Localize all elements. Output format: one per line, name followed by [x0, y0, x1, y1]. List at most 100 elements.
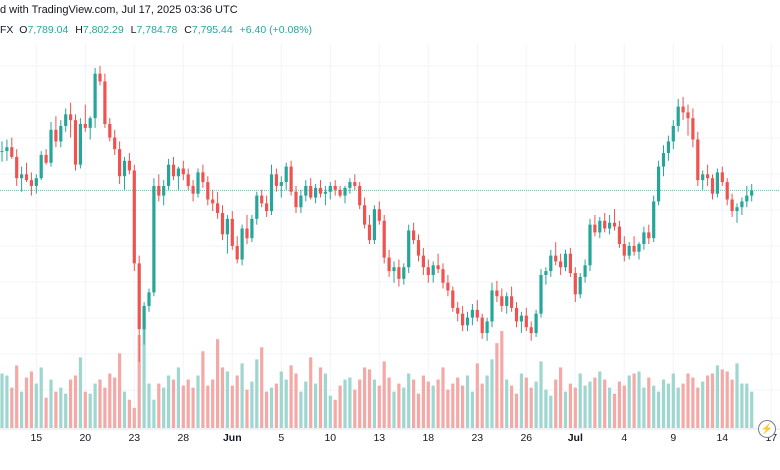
volume-bar	[338, 385, 342, 428]
volume-bar	[49, 379, 53, 428]
candle	[333, 180, 337, 196]
candle	[475, 300, 479, 322]
candles	[0, 65, 754, 363]
candle	[632, 236, 636, 256]
candle-body	[485, 321, 489, 334]
volume-bar	[44, 397, 48, 428]
volume-bar	[152, 399, 156, 428]
candle-body	[686, 112, 690, 119]
volume-bar	[470, 391, 474, 428]
candle	[318, 180, 323, 198]
volume-bar	[250, 381, 254, 428]
candle	[671, 120, 675, 150]
candle-body	[73, 120, 78, 165]
candle	[681, 96, 685, 121]
candle	[397, 259, 401, 287]
volume-bar	[186, 379, 190, 428]
candle-body	[593, 224, 597, 233]
volume-bar	[745, 383, 749, 428]
volume-bar	[73, 375, 78, 428]
volume-bar	[289, 365, 293, 428]
volume-bar	[524, 377, 528, 428]
candle-body	[225, 218, 229, 235]
x-tick-label: 26	[520, 432, 532, 444]
volume-bar	[475, 363, 479, 428]
volume-bar	[642, 387, 646, 428]
candle	[382, 214, 386, 264]
volume-bar	[706, 375, 710, 428]
volume-bar	[304, 381, 308, 428]
candle-body	[740, 201, 744, 208]
candle	[147, 288, 151, 312]
candle	[216, 191, 220, 219]
candle	[402, 263, 406, 285]
candle	[122, 156, 127, 190]
volume-bar	[446, 389, 450, 428]
volume-bar	[39, 367, 43, 428]
candle-body	[64, 114, 68, 126]
candle-body	[524, 315, 528, 328]
candle-body	[15, 156, 19, 179]
volume-bar	[15, 365, 19, 428]
volume-bar	[397, 383, 401, 428]
candle	[559, 253, 563, 275]
candle	[603, 213, 607, 233]
volume-bar	[235, 375, 239, 428]
candle	[201, 164, 205, 188]
candle-body	[490, 290, 494, 322]
volume-bar	[588, 381, 592, 428]
candle	[367, 214, 372, 245]
candle	[510, 286, 514, 312]
candle-body	[657, 166, 661, 202]
candle-body	[627, 245, 631, 256]
candle-body	[255, 195, 259, 219]
candle-body	[265, 203, 269, 212]
volume-bar	[137, 335, 141, 428]
candle-body	[461, 313, 465, 326]
volume-bar	[519, 373, 523, 428]
candle	[314, 183, 318, 204]
x-tick-label: 20	[79, 432, 91, 444]
candle-body	[661, 153, 666, 167]
candle	[588, 218, 592, 272]
candle-body	[436, 265, 440, 270]
candle-body	[696, 139, 700, 181]
candle-body	[441, 269, 445, 283]
candle	[544, 267, 548, 285]
candle	[446, 274, 450, 297]
candle-body	[451, 290, 455, 308]
volume-bar	[701, 381, 705, 428]
volume-bar	[127, 399, 131, 428]
candle-body	[652, 201, 656, 239]
candle	[64, 108, 68, 132]
candle	[108, 118, 112, 142]
candle-body	[34, 178, 38, 186]
candle	[661, 145, 666, 177]
candle	[294, 185, 298, 214]
volume-bar	[255, 359, 259, 428]
candle-body	[142, 305, 146, 330]
candle	[745, 185, 749, 208]
candle-body	[367, 224, 372, 241]
candle-body	[20, 174, 24, 179]
candle	[5, 139, 9, 161]
grid	[0, 44, 780, 429]
candle-body	[706, 174, 710, 179]
candle-body	[59, 125, 63, 142]
candle	[93, 67, 97, 128]
candle-body	[407, 230, 411, 268]
x-tick-label: 28	[177, 432, 189, 444]
lightning-icon[interactable]: ⚡	[758, 420, 776, 438]
candle	[534, 309, 538, 337]
candle-body	[671, 125, 675, 142]
candle-body	[554, 255, 558, 262]
candle	[98, 65, 102, 86]
volume-bar	[245, 389, 249, 428]
volume-bar	[461, 385, 465, 428]
volume-bar	[647, 377, 651, 428]
candle	[44, 149, 48, 165]
candle-body	[382, 220, 386, 258]
candle	[34, 174, 38, 194]
volume-bar	[162, 387, 166, 428]
